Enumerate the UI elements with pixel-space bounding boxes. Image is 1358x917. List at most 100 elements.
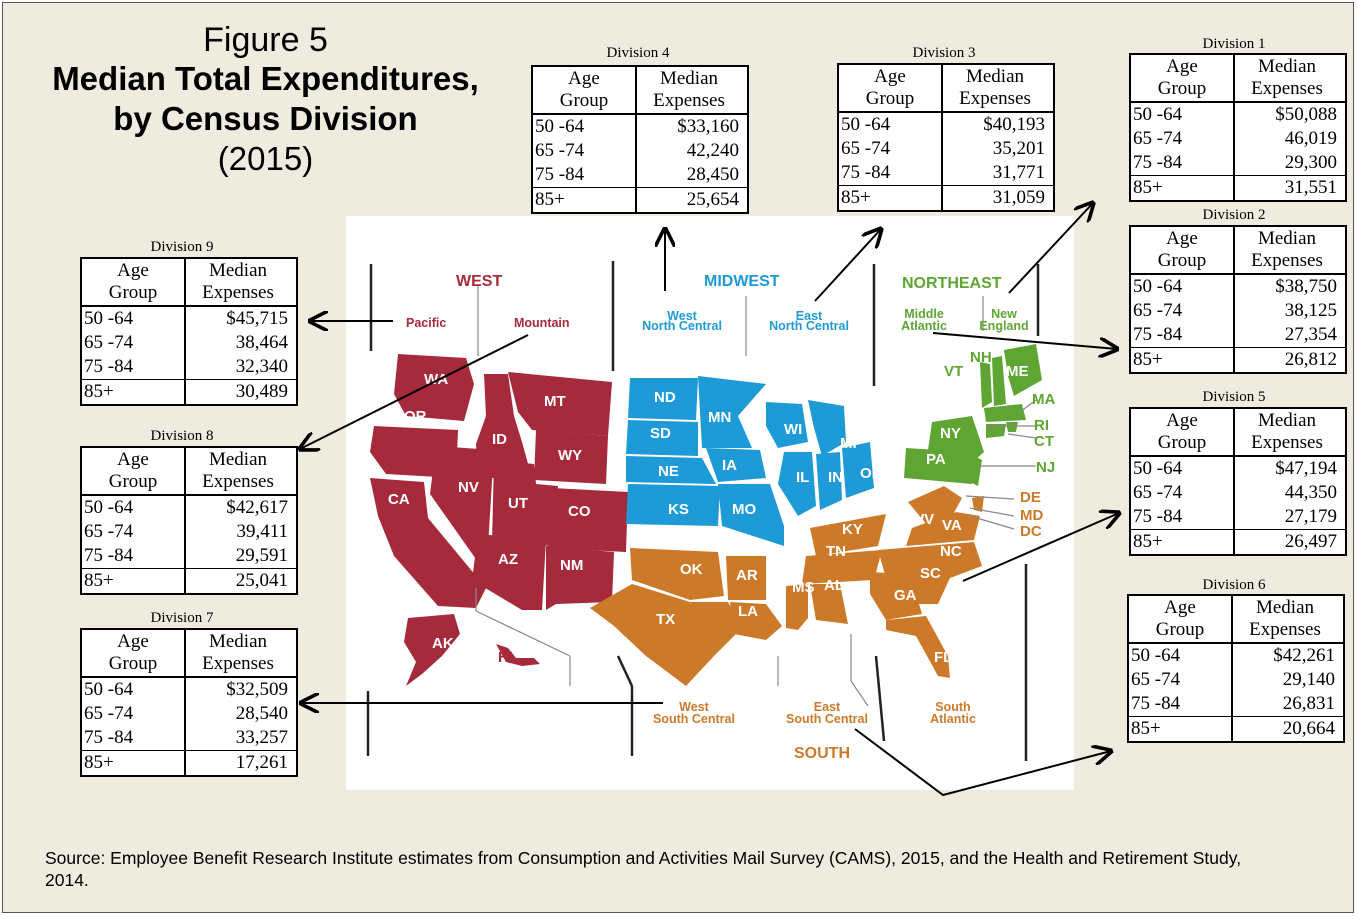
state-label-mt: MT [544,393,566,410]
table-row: 65 -74 28,540 [81,702,297,726]
state-label-ms: MS [792,579,815,596]
division-2-table: Age Group Median Expenses 50 -64 $38,750 65 … [1129,225,1347,374]
table-row: 65 -74 35,201 [838,137,1054,161]
state-labels: WA OR CA ID NV MT WY UT CO AZ NM AK HI N… [388,349,1055,666]
arrow-ne-to-div1 [1008,203,1093,294]
subregion-sa-line2: Atlantic [930,712,976,726]
state-label-wy: WY [558,447,582,464]
division-9-label: Division 9 [150,239,214,255]
state-vt-shape [980,362,992,408]
subregion-enc-line1: East [796,309,823,323]
northeast-states [904,344,1042,486]
division-9-table: Age Group Median Expenses 50 -64 $45,715 65 … [80,257,298,406]
state-co-shape [548,488,628,552]
arrow-sa-to-div5 [962,513,1119,582]
state-ca-shape [370,478,486,608]
table-row: 65 -74 46,019 [1130,127,1346,151]
state-label-ut: UT [508,495,528,512]
division-6-table: Age Group Median Expenses 50 -64 $42,261 65 … [1127,594,1345,743]
state-nm-shape [546,546,614,610]
state-label-id: ID [492,431,507,448]
arrow-ma-to-div2 [932,332,1117,349]
state-label-il: IL [796,469,809,486]
subregion-esc-line1: East [814,700,841,714]
table-row: 50 -64 $33,160 [532,114,748,139]
subregion-ma-line2: Atlantic [901,319,947,333]
subregion-wnc-line2: North Central [642,319,722,333]
connector-arrows [3,3,1354,797]
state-label-ny: NY [940,425,961,442]
state-label-ar: AR [736,567,758,584]
state-wa-shape [394,354,474,421]
state-nd-shape [628,378,698,420]
table-row: 85+ 26,812 [1130,347,1346,373]
state-label-al: AL [824,577,844,594]
figure-title-line2: by Census Division [113,100,418,137]
state-ct-shape [986,424,1006,438]
table-row: 65 -74 42,240 [532,139,748,163]
subregion-pacific-label: Pacific [406,316,446,330]
table-row: 85+ 26,497 [1130,529,1346,555]
state-label-ak: AK [432,635,454,652]
table-row: 50 -64 $42,617 [81,495,297,520]
state-label-nv: NV [458,479,479,496]
table-row: 85+ 25,654 [532,187,748,213]
state-label-ct: CT [1034,433,1054,450]
state-ky-shape [810,514,886,556]
state-label-md: MD [1020,507,1043,524]
table-row: 75 -84 27,354 [1130,323,1346,348]
us-census-map: WEST MIDWEST NORTHEAST SOUTH Pacific Mou… [346,216,1074,790]
state-nc-shape [878,542,982,578]
state-ri-shape [1006,422,1018,432]
region-south-label: SOUTH [794,745,850,762]
state-ms-shape [786,584,808,630]
source-note: Source: Employee Benefit Research Instit… [45,848,1242,890]
state-label-wv: WV [910,511,934,528]
figure-year: (2015) [217,140,314,177]
state-ak-shape [404,614,460,686]
table-row: 85+ 30,489 [81,379,297,405]
subregion-ne-line2: England [979,319,1028,333]
table-row: 50 -64 $47,194 [1130,456,1346,481]
state-pa-shape [904,448,972,484]
state-az-shape [472,534,546,610]
subregion-sa-line1: South [935,700,970,714]
state-mt-shape [508,372,612,436]
table-row: 50 -64 $50,088 [1130,102,1346,127]
state-label-dc: DC [1020,523,1042,540]
subregion-ne-line1: New [991,307,1017,321]
state-wy-shape [534,430,608,484]
state-label-nj: NJ [1036,459,1055,476]
table-row: 75 -84 33,257 [81,726,297,751]
table-row: 75 -84 31,771 [838,161,1054,186]
table-row: 75 -84 32,340 [81,355,297,380]
state-label-fl: FL [934,649,952,666]
state-ma-shape [984,404,1026,422]
arrow-enc-to-div3 [814,229,881,302]
state-label-sc: SC [920,565,941,582]
state-label-va: VA [942,517,962,534]
south-states [590,486,984,686]
state-label-pa: PA [926,451,946,468]
figure-number: Figure 5 [203,21,328,59]
arrow-esc-to-div6 [854,728,1111,797]
state-label-mi: MI [840,435,857,452]
state-nj-shape [970,454,982,486]
table-row: 65 -74 38,464 [81,331,297,355]
region-midwest-label: MIDWEST [704,273,780,290]
table-row: 75 -84 27,179 [1130,505,1346,530]
state-label-ok: OK [680,561,703,578]
state-in-shape [816,452,842,510]
division-4-table: Age Group Median Expenses 50 -64 $33,160 65 … [531,65,749,214]
table-row: 50 -64 $38,750 [1130,274,1346,299]
state-wi-shape [766,402,808,448]
west-states [370,354,628,686]
subregion-ma-line1: Middle [904,307,944,321]
state-ne-shape [626,456,716,484]
table-row: 85+ 31,059 [838,185,1054,211]
figure-title-block: Figure 5 Median Total Expenditures, by C… [23,21,508,179]
state-ks-shape [626,484,720,526]
state-va-shape [906,512,980,546]
state-tx-shape [590,584,742,686]
state-tn-shape [802,550,882,584]
